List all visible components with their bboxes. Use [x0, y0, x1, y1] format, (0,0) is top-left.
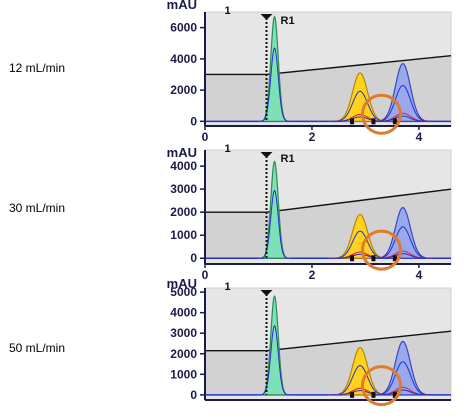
y-tick-label: 4000	[170, 159, 197, 173]
highlight-circle	[360, 229, 402, 271]
flow-rate-label: 12 mL/min	[9, 61, 65, 75]
peak-1-trace	[259, 189, 290, 259]
y-tick-label: 1000	[170, 367, 197, 381]
peak-3-blue-trace	[372, 115, 433, 122]
y-tick-label: 4000	[170, 52, 197, 66]
injection-marker-arrow	[260, 14, 273, 20]
y-axis-unit: mAU	[167, 0, 197, 12]
y-tick-label: 3000	[170, 182, 197, 196]
y-tick-label: 2000	[170, 83, 197, 97]
y-tick-label: 2000	[170, 205, 197, 219]
injection-marker-arrow	[260, 290, 273, 296]
peak-1-trace	[259, 325, 290, 396]
y-tick-label: 0	[190, 251, 197, 265]
injection-marker-arrow	[260, 152, 273, 158]
fraction-marker	[392, 391, 397, 398]
flow-rate-label: 30 mL/min	[9, 201, 65, 215]
peak-3-blue-trace	[372, 253, 433, 259]
peak-3-trace	[372, 84, 433, 122]
y-tick-label: 6000	[170, 21, 197, 35]
injection-marker-label: 1	[225, 5, 231, 17]
fraction-marker	[350, 391, 355, 398]
y-tick-label: 5000	[170, 285, 197, 299]
y-axis-unit: mAU	[167, 145, 197, 160]
x-tick-label: 0	[202, 130, 209, 144]
fraction-marker	[350, 118, 355, 125]
x-tick-label: 4	[416, 268, 423, 282]
peak-1-trace	[259, 47, 290, 122]
fraction-marker	[392, 255, 397, 262]
flow-rate-label: 50 mL/min	[9, 341, 65, 355]
peak-3-blue-trace	[372, 389, 433, 396]
fraction-marker	[371, 118, 376, 125]
peak-3-trace	[372, 361, 433, 396]
x-tick-label: 4	[416, 130, 423, 144]
peak-label: R1	[281, 15, 295, 27]
x-tick-label: 2	[309, 268, 316, 282]
injection-marker-label: 1	[225, 143, 231, 155]
highlight-circle	[360, 93, 402, 135]
injection-marker-label: 1	[225, 281, 231, 293]
fraction-marker	[371, 255, 376, 262]
y-axis-unit: mAU	[167, 276, 197, 291]
fraction-marker	[371, 391, 376, 398]
x-tick-label: 0	[202, 268, 209, 282]
y-tick-label: 1000	[170, 228, 197, 242]
fraction-marker	[392, 118, 397, 125]
y-tick-label: 4000	[170, 306, 197, 320]
fraction-marker	[350, 255, 355, 262]
y-tick-label: 0	[190, 114, 197, 128]
highlight-circle	[360, 365, 402, 407]
y-tick-label: 0	[190, 388, 197, 402]
x-tick-label: 2	[309, 130, 316, 144]
y-tick-label: 2000	[170, 347, 197, 361]
peak-label: R1	[281, 153, 295, 165]
chromatogram-panel: 12 mL/min 1 R1 0 2000 4000 6000 mAU 0 2 4	[9, 0, 452, 144]
y-tick-label: 3000	[170, 326, 197, 340]
gradient-area	[205, 55, 451, 122]
peak-3-trace	[372, 226, 433, 259]
